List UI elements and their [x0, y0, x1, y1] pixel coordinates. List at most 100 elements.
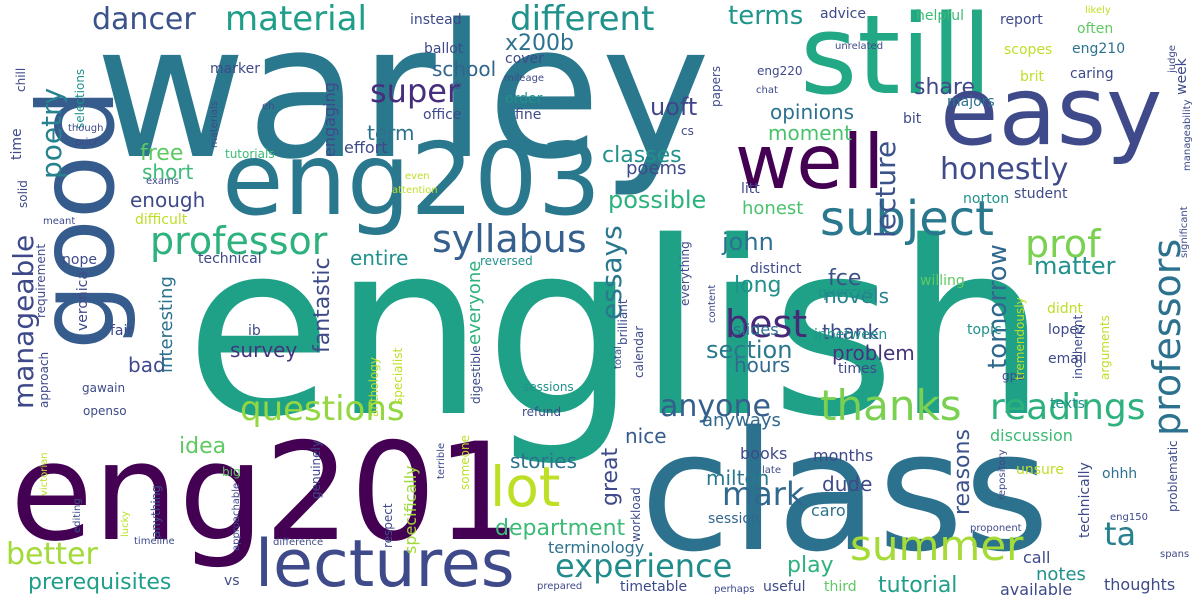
- word-better: better: [6, 537, 98, 572]
- word-discussion: discussion: [990, 426, 1073, 445]
- word-different: different: [510, 0, 655, 39]
- word-summer: summer: [850, 521, 1024, 570]
- word-short: short: [142, 160, 194, 184]
- word-timetable: timetable: [620, 579, 688, 595]
- word-content: content: [707, 285, 718, 324]
- word-ta: ta: [1104, 515, 1137, 553]
- word-entire: entire: [350, 246, 409, 270]
- word-quercus: quercus: [818, 285, 874, 301]
- word-significant: significant: [1179, 206, 1190, 259]
- word-victorian: victorian: [39, 452, 50, 496]
- word-report: report: [1000, 12, 1043, 28]
- word-nice: nice: [625, 424, 667, 448]
- word-time: time: [9, 128, 25, 160]
- word-third: third: [824, 579, 857, 595]
- word-chill: chill: [14, 67, 28, 93]
- word-solid: solid: [16, 180, 30, 209]
- word-terms: terms: [728, 1, 804, 31]
- word-engaging: engaging: [320, 82, 339, 158]
- word-possible: possible: [608, 186, 707, 214]
- word-problem: problem: [832, 341, 915, 365]
- word-eng210: eng210: [1072, 41, 1126, 57]
- word-unrelated: unrelated: [835, 41, 884, 52]
- word-eng201: eng201: [10, 414, 522, 571]
- word-idea: idea: [179, 434, 227, 459]
- word-dancer: dancer: [92, 2, 196, 37]
- word-workload: workload: [629, 486, 643, 542]
- word-caring: caring: [1070, 66, 1114, 82]
- word-refund: refund: [522, 405, 562, 419]
- word-available: available: [1000, 580, 1073, 599]
- word-everyone: everyone: [464, 260, 485, 346]
- word-likely: likely: [1085, 5, 1111, 16]
- word-exams: exams: [146, 176, 179, 187]
- word-english: english: [185, 190, 1048, 470]
- word-useful: useful: [763, 579, 806, 595]
- word-department: department: [495, 516, 626, 541]
- word-total: total: [613, 346, 624, 369]
- word-cover: cover: [505, 51, 544, 67]
- word-prof: prof: [1025, 222, 1101, 266]
- word-poetry: poetry: [35, 87, 68, 180]
- word-material: material: [225, 0, 367, 39]
- word-well: well: [735, 118, 885, 206]
- word-milton: milton: [706, 466, 770, 490]
- word-syllabus: syllabus: [432, 217, 587, 261]
- word-digestible: digestible: [469, 345, 483, 405]
- word-sessions: sessions: [523, 380, 574, 394]
- word-topic: topic: [967, 322, 1002, 338]
- word-approach: approach: [37, 351, 51, 408]
- word-anthology: anthology: [367, 356, 381, 417]
- word-tutorials: tutorials: [225, 147, 275, 161]
- word-judge: judge: [1167, 45, 1178, 73]
- word-anything: anything: [149, 484, 163, 538]
- word-late: late: [762, 465, 781, 476]
- word-vs: vs: [224, 573, 240, 589]
- word-prior: prior: [75, 137, 99, 148]
- word-repository: repository: [997, 449, 1008, 500]
- word-school: school: [432, 57, 497, 81]
- word-fantastic: fantastic: [310, 257, 335, 353]
- word-distinct: distinct: [750, 261, 802, 277]
- word-student: student: [1014, 186, 1068, 202]
- word-fce: fce: [828, 266, 862, 291]
- word-questions: questions: [240, 389, 405, 429]
- word-warley: warley: [95, 0, 711, 200]
- word-unsure: unsure: [1016, 462, 1064, 478]
- word-classes: classes: [602, 143, 682, 168]
- word-email: email: [1048, 351, 1087, 367]
- word-prerequisites: prerequisites: [28, 570, 172, 595]
- word-x200b: x200b: [505, 31, 574, 56]
- word-selections: selections: [73, 69, 87, 130]
- word-slides: slides: [733, 320, 779, 339]
- word-eng220: eng220: [757, 64, 803, 78]
- word-honest: honest: [742, 198, 804, 219]
- word-helpful: helpful: [916, 8, 964, 24]
- word-incoherent: incoherent: [1071, 315, 1085, 380]
- word-prepared: prepared: [537, 581, 583, 592]
- word-call: call: [1023, 548, 1051, 567]
- word-cs: cs: [681, 124, 694, 138]
- word-times: times: [838, 361, 877, 377]
- word-even: even: [405, 171, 430, 182]
- word-thoughts: thoughts: [1104, 575, 1176, 594]
- word-materials: materials: [209, 100, 220, 148]
- word-willing: willing: [920, 273, 965, 289]
- word-subject: subject: [820, 191, 994, 247]
- word-proponent: proponent: [970, 523, 1022, 534]
- word-bit: bit: [903, 111, 922, 127]
- word-editing: editing: [72, 498, 83, 534]
- word-books: books: [740, 444, 788, 463]
- word-dude: dude: [822, 472, 873, 496]
- word-sir: sir: [450, 81, 463, 92]
- word-timeline: timeline: [134, 536, 175, 547]
- word-class: class: [640, 396, 1050, 588]
- word-marker: marker: [210, 61, 260, 77]
- word-best: best: [725, 302, 808, 346]
- word-specifically: specifically: [401, 465, 420, 555]
- word-thanks: thanks: [820, 381, 962, 430]
- word-professors: professors: [1145, 238, 1189, 436]
- word-perhaps: perhaps: [714, 584, 755, 595]
- word-anyways: anyways: [702, 410, 781, 431]
- word-play: play: [787, 553, 834, 578]
